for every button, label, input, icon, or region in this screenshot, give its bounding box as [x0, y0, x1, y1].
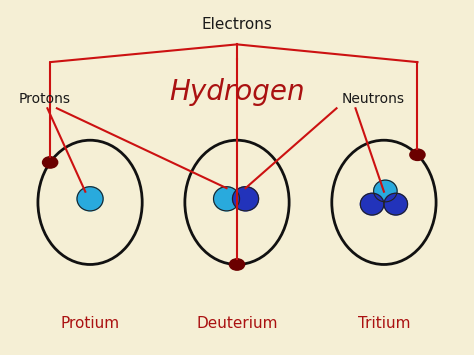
Circle shape	[410, 149, 425, 160]
Text: Protium: Protium	[61, 316, 119, 331]
Ellipse shape	[384, 193, 408, 215]
Circle shape	[229, 259, 245, 270]
Text: Tritium: Tritium	[358, 316, 410, 331]
Text: Hydrogen: Hydrogen	[169, 78, 305, 106]
Circle shape	[43, 157, 58, 168]
Text: Electrons: Electrons	[201, 17, 273, 32]
Ellipse shape	[232, 187, 259, 211]
Ellipse shape	[360, 193, 384, 215]
Ellipse shape	[77, 187, 103, 211]
Text: Protons: Protons	[19, 92, 71, 106]
Text: Deuterium: Deuterium	[196, 316, 278, 331]
Ellipse shape	[374, 180, 397, 202]
Text: Neutrons: Neutrons	[341, 92, 404, 106]
Ellipse shape	[213, 187, 239, 211]
